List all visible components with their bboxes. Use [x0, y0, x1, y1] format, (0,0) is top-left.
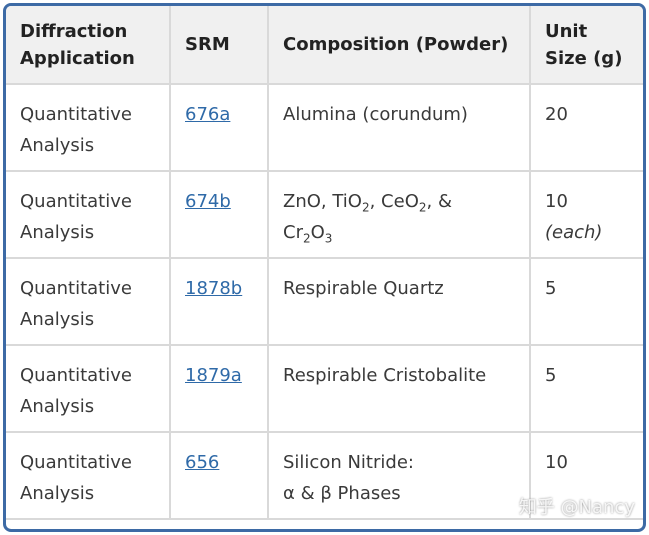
composition-text: Respirable Cristobalite	[283, 365, 487, 386]
composition-text: O	[310, 222, 325, 243]
composition-line: α & β Phases	[283, 478, 519, 509]
srm-link[interactable]: 674b	[185, 191, 231, 212]
composition-line: Silicon Nitride:	[283, 447, 519, 478]
srm-cell: 1878b	[169, 257, 269, 346]
watermark: 知乎 @Nancy	[518, 497, 635, 518]
composition-line: Respirable Cristobalite	[283, 360, 519, 391]
composition-text: ZnO, TiO	[283, 191, 362, 212]
composition-cell: ZnO, TiO2, CeO2, & Cr2O3	[267, 170, 531, 259]
composition-text: , &	[426, 191, 452, 212]
subscript: 2	[361, 200, 370, 215]
subscript: 2	[302, 231, 311, 246]
column-header: Unit Size (g)	[529, 6, 643, 85]
application-cell: Quantitative Analysis	[6, 431, 171, 520]
unit-size-cell: 20	[529, 84, 643, 172]
composition-line: Cr2O3	[283, 217, 519, 248]
unit-size: 20	[545, 104, 568, 125]
composition-cell: Respirable Quartz	[267, 257, 531, 346]
header-row: Diffraction Application SRM Composition (P…	[6, 6, 643, 85]
unit-size: 10	[545, 452, 568, 473]
table-row: Quantitative Analysis 674b ZnO, TiO2, CeO2…	[6, 170, 643, 259]
column-header: Diffraction Application	[6, 6, 171, 85]
srm-link[interactable]: 656	[185, 452, 220, 473]
unit-size-cell: 10 (each)	[529, 170, 643, 259]
table-row: Quantitative Analysis 656 Silicon Nitride:…	[6, 431, 643, 520]
srm-link[interactable]: 676a	[185, 104, 231, 125]
composition-text: , CeO	[369, 191, 419, 212]
composition-text: Cr	[283, 222, 303, 243]
column-header: Composition (Powder)	[267, 6, 531, 85]
table-frame: Diffraction Application SRM Composition (P…	[3, 3, 646, 532]
composition-cell: Respirable Cristobalite	[267, 344, 531, 433]
composition-text: α & β Phases	[283, 483, 401, 504]
composition-line: Respirable Quartz	[283, 273, 519, 304]
application-cell: Quantitative Analysis	[6, 170, 171, 259]
table-body: Quantitative Analysis 676a Alumina (corund…	[6, 84, 643, 520]
srm-cell: 674b	[169, 170, 269, 259]
application-cell: Quantitative Analysis	[6, 257, 171, 346]
srm-cell: 656	[169, 431, 269, 520]
unit-size: 10	[545, 191, 568, 212]
srm-table: Diffraction Application SRM Composition (P…	[6, 6, 643, 520]
composition-line: ZnO, TiO2, CeO2, &	[283, 186, 519, 217]
srm-link[interactable]: 1879a	[185, 365, 242, 386]
table-row: Quantitative Analysis 676a Alumina (corund…	[6, 84, 643, 172]
unit-size: 5	[545, 365, 557, 386]
composition-text: Alumina (corundum)	[283, 104, 468, 125]
subscript: 2	[418, 200, 427, 215]
composition-text: Respirable Quartz	[283, 278, 444, 299]
table-row: Quantitative Analysis 1878b Respirable Qua…	[6, 257, 643, 346]
composition-cell: Alumina (corundum)	[267, 84, 531, 172]
composition-cell: Silicon Nitride: α & β Phases	[267, 431, 531, 520]
unit-size-cell: 10	[529, 431, 643, 520]
unit-size: 5	[545, 278, 557, 299]
srm-cell: 1879a	[169, 344, 269, 433]
unit-size-cell: 5	[529, 344, 643, 433]
application-cell: Quantitative Analysis	[6, 84, 171, 172]
unit-note: (each)	[545, 222, 603, 243]
srm-link[interactable]: 1878b	[185, 278, 243, 299]
composition-text: Silicon Nitride:	[283, 452, 414, 473]
unit-size-cell: 5	[529, 257, 643, 346]
subscript: 3	[324, 231, 333, 246]
srm-cell: 676a	[169, 84, 269, 172]
table-row: Quantitative Analysis 1879a Respirable Cri…	[6, 344, 643, 433]
application-cell: Quantitative Analysis	[6, 344, 171, 433]
composition-line: Alumina (corundum)	[283, 99, 519, 130]
column-header: SRM	[169, 6, 269, 85]
